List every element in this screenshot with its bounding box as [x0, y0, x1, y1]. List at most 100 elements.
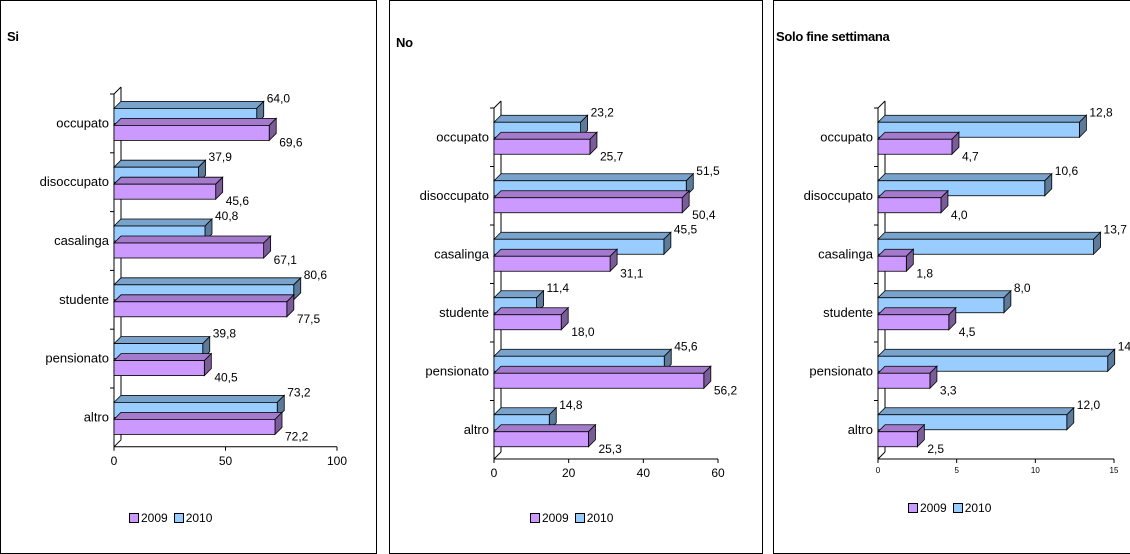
chart-legend: 2009 2010: [530, 511, 617, 525]
data-label: 45,6: [226, 194, 250, 208]
chart-panel-si: Si occupato disoccupato casalinga studente p…: [0, 0, 377, 554]
bar-2010: [877, 238, 1094, 255]
category-label: studente: [59, 292, 109, 307]
x-tick-label: 20: [562, 466, 576, 480]
bar-2009: [877, 431, 918, 448]
bar-2009: [877, 372, 931, 389]
data-label: 45,5: [674, 222, 698, 236]
data-label: 23,2: [591, 105, 615, 119]
bar-top-face: [493, 348, 673, 357]
bar-2009: [877, 197, 942, 214]
chart-panel-no: No occupato disoccupato casalinga studente p…: [389, 0, 763, 554]
axis-depth-top: [877, 100, 886, 109]
bar-2009: [493, 138, 591, 155]
bar-top-face: [493, 190, 691, 199]
data-label: 39,8: [213, 327, 237, 341]
data-label: 72,2: [285, 429, 309, 443]
legend-item-2009: 2009: [908, 501, 947, 515]
data-label: 56,2: [714, 383, 738, 397]
data-label: 11,4: [547, 281, 570, 295]
data-label: 50,4: [692, 208, 716, 222]
bar-top-face: [113, 277, 302, 286]
x-tick-label: 5: [954, 466, 959, 475]
x-tick-label: 0: [876, 466, 881, 475]
legend-label-2009: 2009: [141, 511, 168, 525]
chart-title: No: [396, 35, 413, 50]
data-label: 69,6: [279, 135, 303, 149]
bar-top-face: [113, 394, 286, 403]
category-label: pensionato: [809, 363, 873, 378]
bar-2009: [113, 360, 205, 377]
category-label: studente: [823, 305, 873, 320]
legend-swatch-2009: [908, 503, 918, 513]
bar-top-face: [877, 307, 957, 316]
bar-top-face: [493, 407, 558, 416]
bar-top-face: [493, 231, 672, 240]
bar-top-face: [113, 159, 207, 168]
category-label: casalinga: [54, 233, 110, 248]
legend-item-2010: 2010: [952, 501, 991, 515]
x-tick-label: 0: [111, 454, 118, 468]
chart-title: Si: [7, 29, 19, 44]
bar-top-face: [113, 101, 265, 109]
bar-top-face: [113, 118, 278, 126]
axis-depth-bottom: [493, 451, 502, 460]
bar-top-face: [877, 407, 1075, 416]
bar-top-face: [877, 348, 1116, 357]
chart-title: Solo fine settimana: [776, 29, 890, 44]
category-label: occupato: [820, 129, 873, 144]
legend-label-2009: 2009: [920, 501, 947, 515]
bar-top-face: [493, 248, 619, 257]
bar-2009: [113, 301, 288, 318]
data-label: 25,3: [598, 442, 622, 456]
data-label: 25,7: [600, 149, 624, 163]
data-label: 37,9: [209, 150, 233, 164]
bar-top-face: [493, 173, 695, 182]
axis-depth-top: [113, 86, 122, 95]
data-label: 40,5: [214, 371, 238, 385]
category-label: casalinga: [818, 246, 874, 261]
bar-top-face: [877, 173, 1053, 182]
category-label: disoccupato: [420, 188, 489, 203]
x-tick-label: 0: [491, 466, 498, 480]
bar-2009: [493, 431, 589, 448]
bar-2009: [877, 314, 950, 331]
data-label: 18,0: [571, 325, 595, 339]
legend-swatch-2010: [574, 513, 585, 523]
axis-depth-top: [493, 100, 502, 109]
data-label: 2,5: [927, 442, 944, 456]
bar-top-face: [113, 353, 213, 362]
data-label: 31,1: [620, 266, 644, 280]
bar-top-face: [493, 290, 545, 299]
category-label: pensionato: [425, 363, 489, 378]
bar-top-face: [113, 235, 272, 244]
bar-2009: [113, 183, 217, 200]
data-label: 10,6: [1055, 164, 1079, 178]
bar-top-face: [493, 114, 589, 123]
legend-item-2009: 2009: [530, 511, 569, 525]
legend-swatch-2009: [530, 513, 540, 523]
x-tick-label: 100: [327, 454, 347, 468]
bar-top-face: [113, 294, 295, 303]
bar-2009: [113, 418, 276, 435]
chart-legend: 2009 2010: [129, 511, 216, 525]
bar-2009: [493, 314, 562, 331]
data-label: 67,1: [274, 253, 298, 267]
chart-plot: occupato disoccupato casalinga studente pens…: [420, 100, 738, 480]
category-label: pensionato: [45, 351, 109, 366]
bar-top-face: [877, 424, 926, 433]
category-label: casalinga: [434, 246, 490, 261]
bar-2010: [877, 414, 1068, 431]
bar-top-face: [113, 411, 283, 420]
bar-2009: [113, 125, 270, 141]
bar-top-face: [113, 336, 211, 345]
bar-top-face: [493, 424, 597, 433]
data-label: 64,0: [267, 91, 291, 105]
category-label: studente: [439, 305, 489, 320]
bar-2009: [877, 138, 953, 155]
data-label: 80,6: [304, 268, 328, 282]
chart-panel-solo-fine-settimana: Solo fine settimana occupato disoccupato c…: [773, 0, 1130, 554]
data-label: 12,8: [1089, 105, 1113, 119]
bar-top-face: [877, 365, 938, 374]
legend-label-2010: 2010: [586, 511, 614, 525]
